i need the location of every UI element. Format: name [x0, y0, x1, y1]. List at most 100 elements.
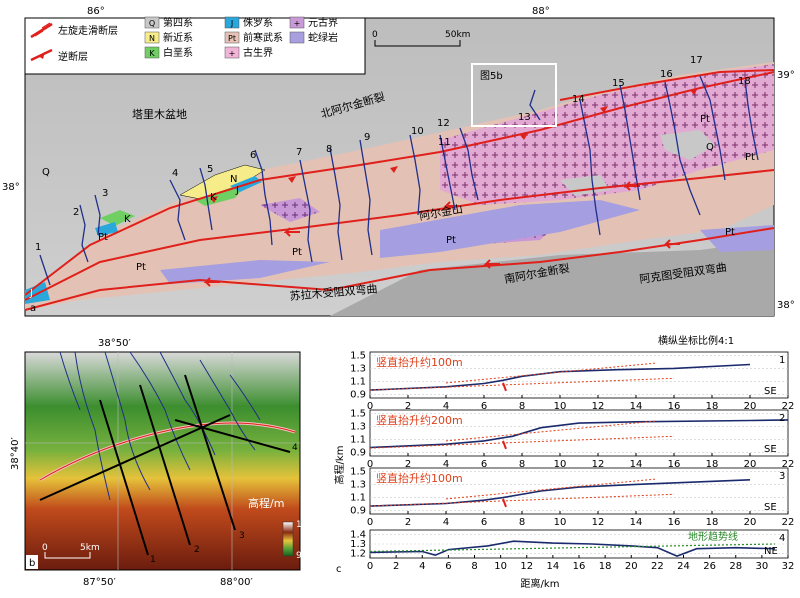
profile-ytick: 1.5 [350, 466, 366, 477]
river-number-17: 17 [690, 55, 703, 66]
profile-xtick: 18 [706, 401, 719, 412]
elevation-colorbar [282, 521, 294, 557]
legend-left-fault-label: 左旋走滑断层 [58, 24, 118, 37]
scale-end: 50km [445, 30, 470, 40]
legend-unit-5: + 古生界 [224, 46, 273, 59]
profile-annotation: 竖直抬升约200m [376, 413, 463, 427]
trend-lower [369, 493, 675, 507]
elevation-min: 902 [296, 551, 313, 561]
legend-unit-0: Q 第四系 [144, 16, 193, 29]
profile-direction: SE [764, 386, 777, 397]
profile-xtick: 24 [677, 561, 690, 572]
profile-ytick: 1.1 [350, 493, 366, 504]
trend-upper [445, 478, 656, 500]
label-tarim: 塔里木盆地 [132, 107, 187, 121]
map-b-scale-bar [44, 552, 91, 559]
legend-left-fault: 左旋走滑断层 [30, 22, 118, 39]
profile-xtick: 20 [744, 517, 757, 528]
map-a-faults [24, 69, 775, 311]
profile-xtick: 0 [367, 459, 373, 470]
profile-frame [369, 351, 789, 399]
fig5b-label: 图5b [480, 70, 503, 82]
profile-xtick: 28 [729, 561, 742, 572]
river-number-13: 13 [518, 112, 531, 123]
legend-unit-4: Pt 前寒武系 [224, 31, 283, 44]
profile-xtick: 32 [782, 561, 795, 572]
legend-unit-code: K [149, 49, 155, 58]
profile-xtick: 26 [703, 561, 716, 572]
unit-label-j-2: J [29, 288, 33, 299]
river-number-7: 7 [296, 147, 302, 158]
map-b-profile-lines [39, 374, 291, 556]
profile-cross-1 [39, 414, 231, 501]
north-altyn-fault [24, 71, 775, 296]
profile-xtick: 6 [481, 401, 487, 412]
unit-label-q: Q [42, 167, 50, 178]
map-b-scale-zero: 0 [42, 543, 48, 553]
map-b-dem [24, 351, 301, 571]
legend-unit-name: 侏罗系 [243, 17, 273, 29]
profile-panel-1: 1.5 1.3 1.1 0.90 2 4 6 8 10 12 14 16 18 20 22 竖直抬升约100m… [350, 350, 794, 412]
legend-unit-2: K 白垩系 [144, 46, 193, 59]
profile-ytick: 1.3 [350, 421, 366, 432]
unit-label-pt-5: Pt [700, 114, 710, 125]
unit-label-pt-1: Pt [98, 232, 108, 243]
map-a-cretaceous-2 [100, 210, 135, 226]
profile-xtick: 20 [744, 459, 757, 470]
profile-xtick: 14 [630, 401, 643, 412]
lat-38-left: 38° [2, 182, 20, 193]
profile-ytick: 0.9 [350, 506, 366, 517]
profile-xtick: 18 [599, 561, 612, 572]
profile-xtick: 8 [519, 401, 525, 412]
profile-xtick: 8 [471, 561, 477, 572]
unit-label-k: K [210, 192, 217, 203]
lat-39-right: 39° [777, 70, 795, 81]
legend-unit-code: + [229, 49, 236, 58]
profile-xtick: 16 [573, 561, 586, 572]
fig5b-box [471, 63, 557, 127]
unit-label-k-2: K [124, 214, 131, 225]
legend-unit-7: 蛇绿岩 [289, 31, 338, 44]
profile-curve [369, 540, 775, 557]
profile-xtick: 4 [443, 401, 449, 412]
legend-unit-code: J [230, 19, 233, 28]
profile-ytick: 1.3 [350, 539, 366, 550]
unit-label-pt-3: Pt [292, 247, 302, 258]
profile-panel-2: 1.5 1.3 1.1 0.90 2 4 6 8 10 12 14 16 18 20 22 竖直抬升约200m… [350, 408, 794, 470]
profile-xtick: 4 [443, 459, 449, 470]
profile-xtick: 2 [393, 561, 399, 572]
fault-marker [502, 498, 507, 508]
legend-unit-swatch [289, 31, 305, 44]
profile-curve [369, 479, 751, 507]
elevation-title: 高程/m [248, 496, 284, 510]
profile-num-1: 1 [150, 555, 156, 565]
profile-frame [369, 409, 789, 457]
profile-ytick: 0.9 [350, 390, 366, 401]
profiles-panel-label: c [336, 564, 342, 575]
profile-id: 2 [779, 413, 785, 424]
legend-thrust: 逆断层 [30, 48, 88, 63]
profile-direction: NE [764, 546, 778, 557]
profile-xtick: 6 [481, 517, 487, 528]
profile-xtick: 14 [630, 459, 643, 470]
profile-frame [369, 467, 789, 515]
profile-ytick: 1.4 [350, 530, 366, 541]
map-b-rivers [59, 351, 261, 501]
map-b-scale-end: 5km [80, 543, 100, 553]
legend-unit-code: + [294, 19, 301, 28]
profile-xtick: 18 [706, 517, 719, 528]
map-a-quaternary-patch [660, 130, 715, 160]
profile-curve [369, 363, 751, 391]
map-a-legend [24, 17, 366, 75]
profile-line-4 [174, 419, 291, 453]
profile-xtick: 0 [367, 561, 373, 572]
profile-line-2 [139, 384, 191, 546]
profile-xtick: 6 [481, 459, 487, 470]
legend-unit-name: 白垩系 [163, 46, 193, 59]
map-a-ophiolite [380, 200, 640, 258]
south-fault-west [24, 278, 331, 311]
unit-label-pt-4: Pt [446, 235, 456, 246]
map-a-scale-bar: 0 50km [372, 30, 470, 47]
